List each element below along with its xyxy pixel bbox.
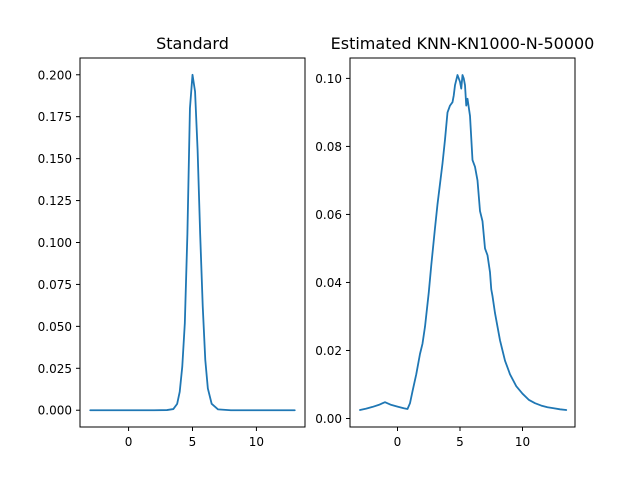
series-line-0-0: [89, 73, 296, 412]
x-tick-label: 0: [125, 435, 133, 449]
chart-title: Estimated KNN-KN1000-N-50000: [331, 34, 595, 53]
axes-frame: [79, 57, 306, 428]
chart-panel-estimated: 0 5 10 0.00 0.02 0.04 0.06 0.08 0.10 Estimated KN…: [315, 34, 594, 449]
y-tick-label: 0.050: [38, 320, 72, 334]
x-tick-label: 0: [394, 435, 402, 449]
chart-title: Standard: [156, 34, 229, 53]
y-tick-label: 0.175: [38, 110, 72, 124]
y-tick-label: 0.08: [315, 140, 342, 154]
y-tick-label: 0.025: [38, 362, 72, 376]
x-tick-label: 5: [456, 435, 464, 449]
y-tick-label: 0.10: [315, 72, 342, 86]
y-tick-label: 0.00: [315, 412, 342, 426]
y-tick-label: 0.075: [38, 278, 72, 292]
y-tick-label: 0.100: [38, 236, 72, 250]
x-tick-label: 10: [515, 435, 530, 449]
chart-panel-standard: 0 5 10 0.000 0.025 0.050 0.075 0.100 0.125 0.150 0…: [38, 34, 306, 449]
y-tick-label: 0.02: [315, 344, 342, 358]
y-tick-label: 0.04: [315, 276, 342, 290]
x-tick-label: 5: [189, 435, 197, 449]
y-tick-label: 0.125: [38, 194, 72, 208]
y-tick-label: 0.150: [38, 152, 72, 166]
axes-frame: [349, 57, 576, 428]
x-tick-label: 10: [249, 435, 264, 449]
y-tick-label: 0.000: [38, 404, 72, 418]
y-tick-label: 0.200: [38, 68, 72, 82]
series-line-1-0: [359, 74, 568, 411]
y-tick-label: 0.06: [315, 208, 342, 222]
